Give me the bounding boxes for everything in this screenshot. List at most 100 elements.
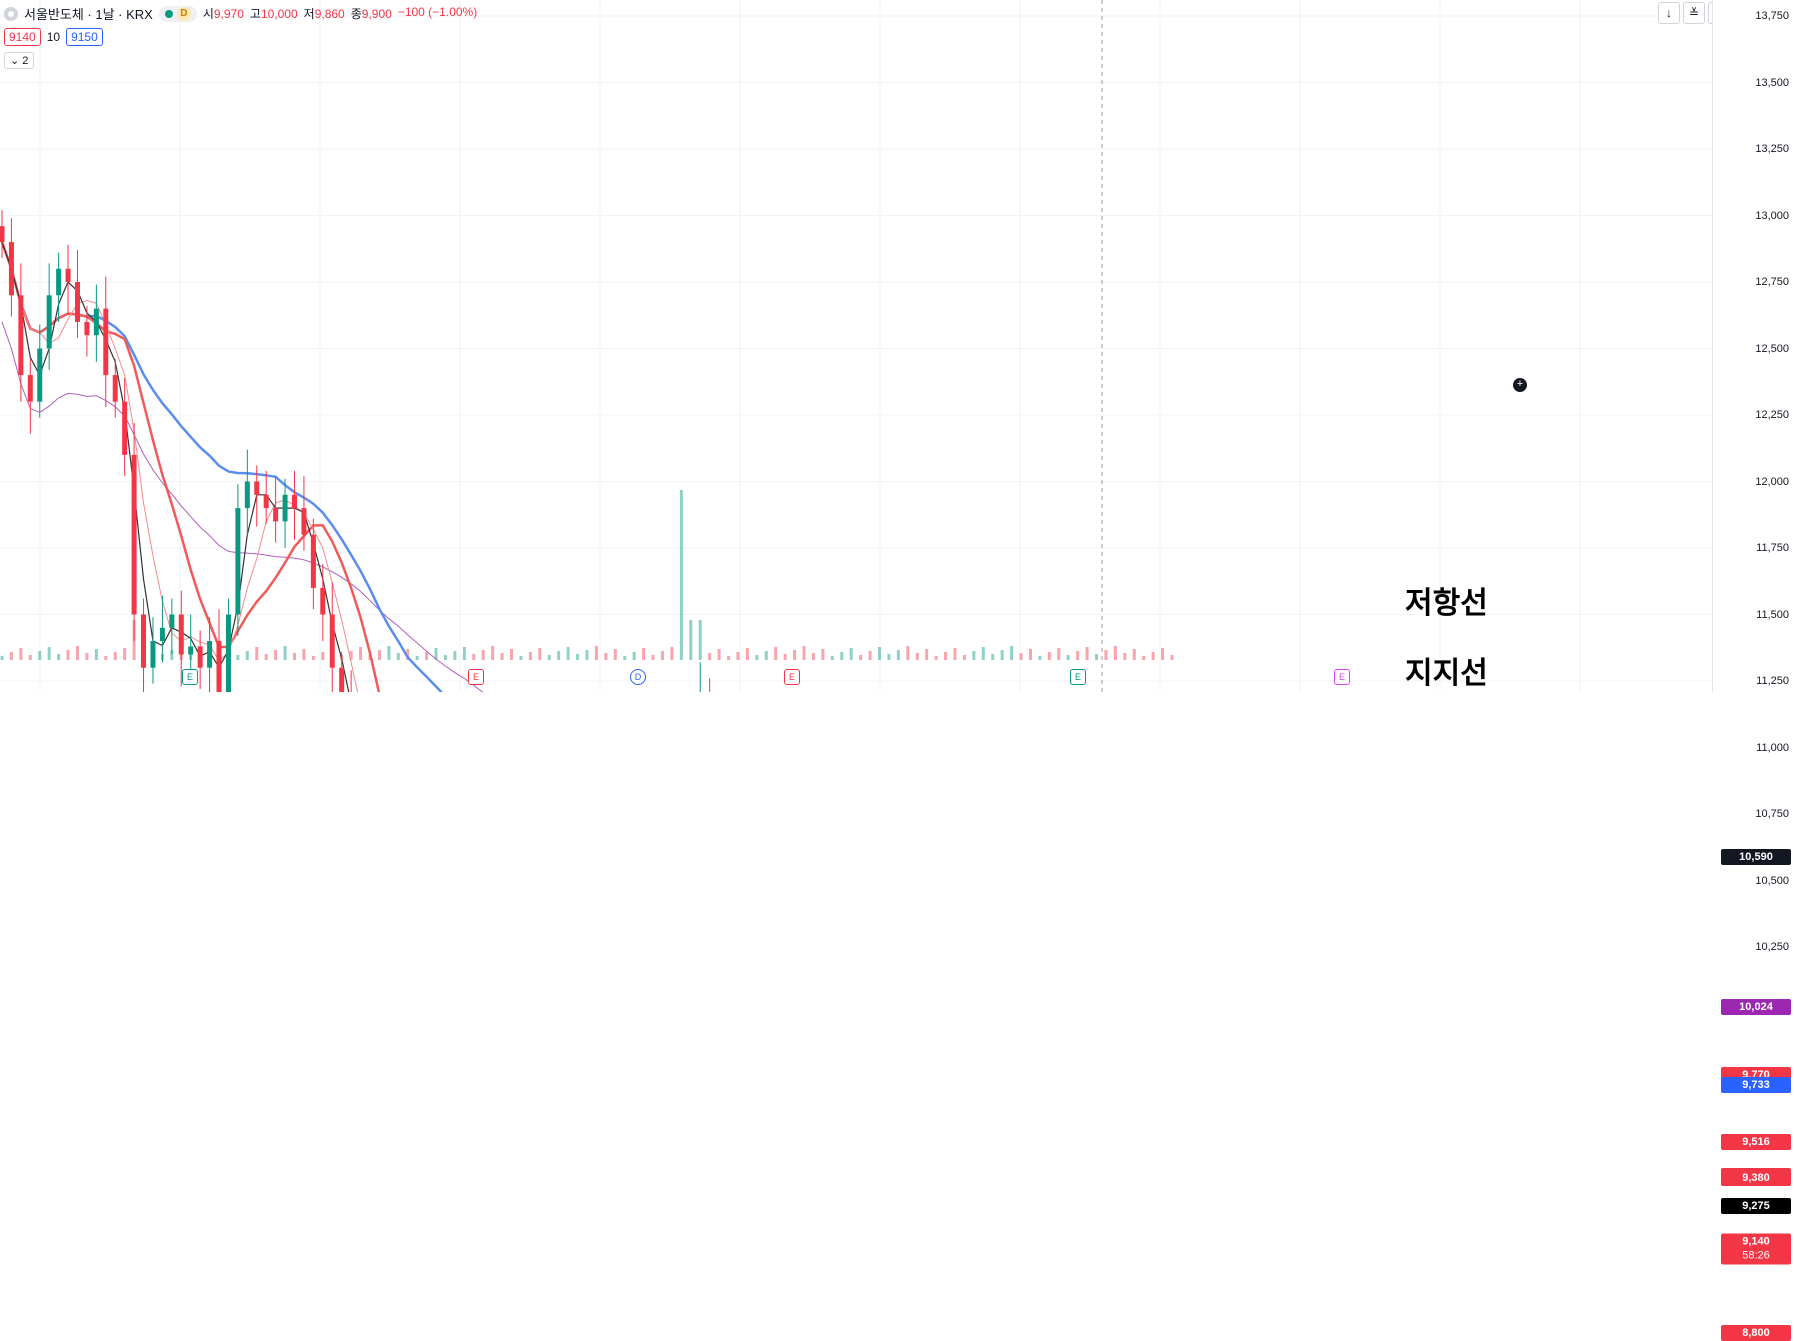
price-tick-label: 11,000 [1756, 741, 1789, 754]
volume-bar [632, 652, 636, 660]
volume-bar [377, 650, 381, 660]
candle-body [244, 481, 250, 509]
volume-bar [944, 652, 948, 660]
volume-bar [1132, 649, 1136, 660]
candle-body [150, 641, 156, 668]
volume-bar [660, 651, 664, 660]
volume-bar [915, 653, 919, 660]
candle-body [18, 295, 24, 376]
volume-bar [670, 647, 674, 660]
ma20-line [0, 241, 1174, 1140]
volume-bar [604, 653, 608, 660]
price-tag: 10,024 [1721, 999, 1791, 1016]
volume-bar [443, 655, 447, 660]
volume-bar [1123, 653, 1127, 660]
indicator-period: 10 [46, 30, 61, 44]
market-status-badge[interactable]: D [158, 5, 197, 22]
symbol-title[interactable]: 서울반도체 · 1날 · KRX [24, 7, 153, 22]
volume-bar [802, 646, 806, 660]
low-value: 9,860 [314, 7, 345, 21]
chevron-down-icon: ⌄ [10, 55, 20, 67]
support-label: 지지선 [1405, 657, 1488, 690]
volume-bar [311, 656, 315, 660]
candle-body [74, 282, 80, 322]
candle-body [27, 375, 33, 402]
volume-bar [689, 620, 693, 660]
collapse-count: 2 [22, 55, 29, 67]
price-tick-label: 11,500 [1756, 608, 1789, 621]
volume-bar [594, 646, 598, 660]
indicator-value-blue[interactable]: 9150 [66, 28, 103, 46]
candle-body [65, 268, 71, 282]
volume-bar [727, 656, 731, 660]
volume-bar [387, 646, 391, 660]
indicator-collapse-button[interactable]: ⌄ 2 [4, 52, 35, 69]
volume-bar [830, 656, 834, 660]
candle-body [310, 534, 316, 588]
volume-bar [811, 653, 815, 660]
arrow-down-icon[interactable]: ↓ [1658, 2, 1680, 24]
volume-bar [849, 648, 853, 660]
last-price-tag: 9,140 58:26 [1721, 1233, 1791, 1265]
candle-body [301, 508, 307, 535]
candle-body [273, 508, 279, 522]
volume-bar [566, 647, 570, 660]
volume-bar [934, 656, 938, 660]
earnings-marker-icon[interactable]: E [1334, 669, 1350, 685]
volume-bar [859, 655, 863, 660]
price-scale[interactable]: 13,750 13,500 13,250 13,000 12,750 12,500 12,2… [1712, 0, 1794, 1341]
price-tick-label: 13,500 [1755, 76, 1789, 89]
volume-bar [47, 647, 51, 660]
volume-bar [453, 651, 457, 660]
volume-bar [1066, 655, 1070, 660]
volume-bar [783, 654, 787, 660]
volume-bar [887, 654, 891, 660]
collapse-icon[interactable]: ≚ [1683, 2, 1705, 24]
volume-bar [481, 650, 485, 660]
candle-body [141, 614, 147, 668]
volume-bar [415, 656, 419, 660]
dividend-marker-icon[interactable]: D [630, 669, 646, 685]
volume-bar [953, 648, 957, 660]
candle-body [254, 481, 260, 495]
candle-body [169, 614, 175, 628]
volume-bar [19, 648, 23, 660]
candle-body [84, 321, 90, 336]
volume-bar [708, 653, 712, 660]
volume-bar [236, 655, 240, 660]
volume-bar [9, 652, 13, 660]
earnings-marker-icon[interactable]: E [182, 669, 198, 685]
candle-body [329, 614, 335, 668]
price-tick-label: 10,500 [1755, 874, 1789, 887]
volume-bar [113, 652, 117, 660]
price-tick-label: 12,250 [1755, 409, 1789, 421]
candle-body [339, 667, 345, 695]
volume-bar [1057, 648, 1061, 660]
volume-bar [736, 652, 740, 660]
volume-bar [576, 654, 580, 660]
indicator-value-red[interactable]: 9140 [4, 28, 41, 46]
earnings-marker-icon[interactable]: E [1070, 669, 1086, 685]
high-value: 10,000 [260, 7, 298, 21]
ohlc-values: 시9,970 고10,000 저9,860 종9,900 −100 (−1.00… [203, 5, 477, 22]
volume-bar [698, 620, 702, 660]
volume-bar [28, 655, 32, 660]
volume-bar [1028, 649, 1032, 660]
price-tag: 9,733 [1721, 1076, 1791, 1093]
volume-bar [755, 655, 759, 660]
candle-body [292, 494, 297, 509]
volume-bar [840, 652, 844, 660]
volume-bar [283, 646, 287, 660]
volume-bar [500, 653, 504, 660]
volume-bar [1019, 653, 1023, 660]
add-alert-plus-icon[interactable]: + [1512, 377, 1528, 393]
volume-bar [434, 648, 438, 660]
earnings-marker-icon[interactable]: E [468, 669, 484, 685]
volume-bar [1095, 654, 1099, 660]
earnings-marker-icon[interactable]: E [784, 669, 800, 685]
price-tick-label: 13,750 [1755, 10, 1789, 22]
price-tick-label: 12,500 [1755, 342, 1789, 355]
ma60-line [0, 241, 1173, 1095]
volume-bar [1104, 650, 1108, 660]
volume-bar [717, 649, 721, 660]
